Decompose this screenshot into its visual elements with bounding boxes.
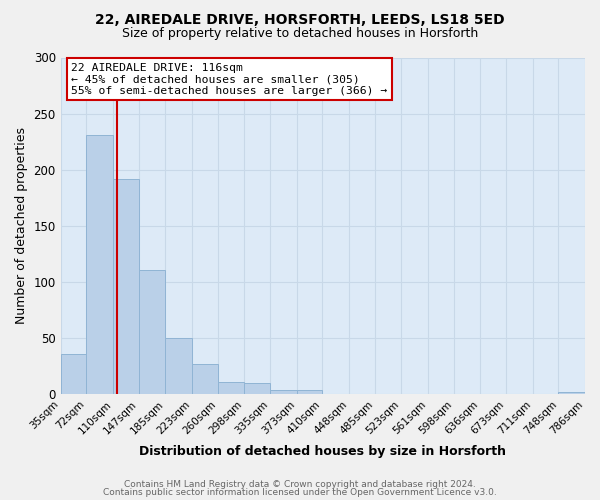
Bar: [270, 390, 296, 394]
Bar: [296, 390, 322, 394]
Y-axis label: Number of detached properties: Number of detached properties: [15, 128, 28, 324]
Text: Contains HM Land Registry data © Crown copyright and database right 2024.: Contains HM Land Registry data © Crown c…: [124, 480, 476, 489]
Text: Contains public sector information licensed under the Open Government Licence v3: Contains public sector information licen…: [103, 488, 497, 497]
Bar: [113, 179, 139, 394]
Bar: [166, 338, 192, 394]
Bar: [218, 382, 244, 394]
Text: 22 AIREDALE DRIVE: 116sqm
← 45% of detached houses are smaller (305)
55% of semi: 22 AIREDALE DRIVE: 116sqm ← 45% of detac…: [71, 62, 388, 96]
Bar: [192, 364, 218, 394]
Text: 22, AIREDALE DRIVE, HORSFORTH, LEEDS, LS18 5ED: 22, AIREDALE DRIVE, HORSFORTH, LEEDS, LS…: [95, 12, 505, 26]
X-axis label: Distribution of detached houses by size in Horsforth: Distribution of detached houses by size …: [139, 444, 506, 458]
Bar: [61, 354, 86, 395]
Text: Size of property relative to detached houses in Horsforth: Size of property relative to detached ho…: [122, 28, 478, 40]
Bar: [86, 135, 113, 394]
Bar: [559, 392, 585, 394]
Bar: [244, 383, 270, 394]
Bar: [139, 270, 166, 394]
